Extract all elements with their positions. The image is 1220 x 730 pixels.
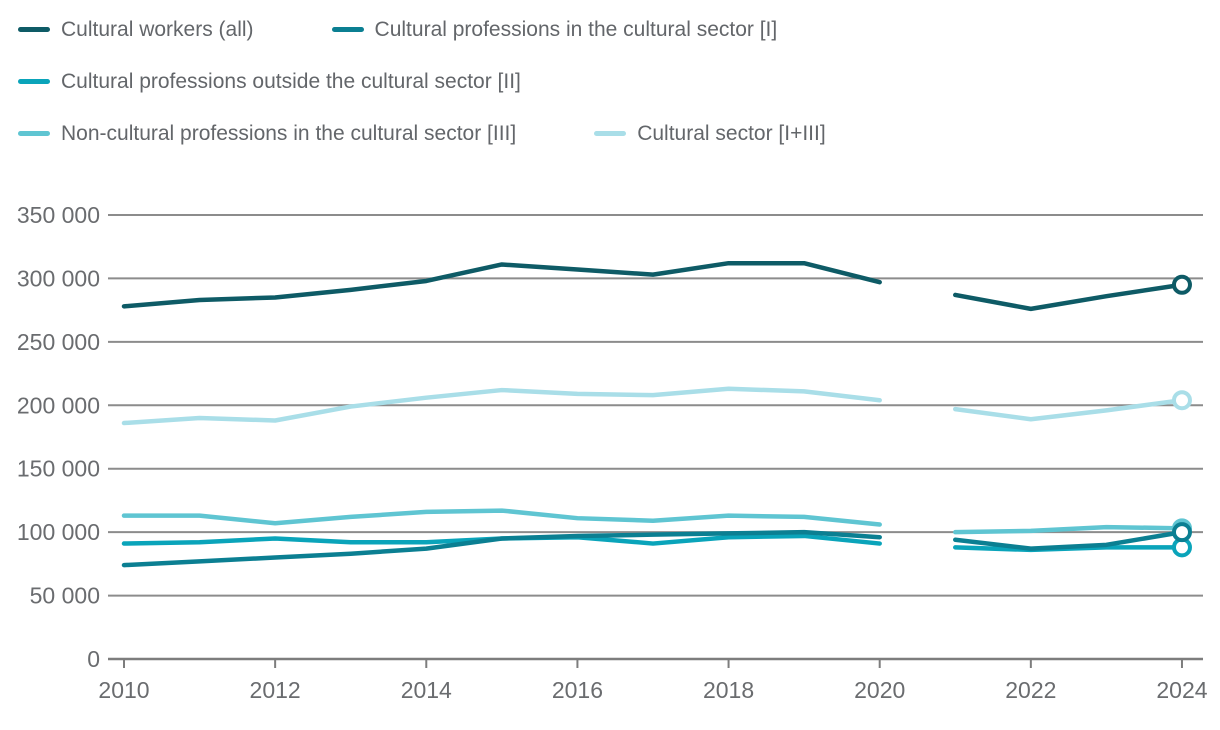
series-end-marker: [1171, 522, 1192, 543]
x-tick-label: 2018: [703, 677, 754, 703]
series-line: [953, 524, 1185, 535]
legend-label: Cultural professions outside the cultura…: [61, 70, 521, 93]
x-tick-label: 2020: [854, 677, 905, 703]
legend-swatch-icon: [18, 27, 50, 32]
legend-item[interactable]: Cultural sector [I+III]: [594, 120, 826, 147]
legend: Cultural workers (all) Cultural professio…: [18, 16, 826, 172]
x-tick-label: 2014: [401, 677, 452, 703]
x-tick-label: 2016: [552, 677, 603, 703]
y-tick-label: 250 000: [17, 329, 100, 355]
legend-item[interactable]: Cultural workers (all): [18, 16, 254, 43]
legend-label: Cultural workers (all): [61, 18, 254, 41]
series-line: [121, 260, 882, 309]
series-line: [953, 529, 1185, 551]
x-tick-label: 2022: [1005, 677, 1056, 703]
y-tick-label: 350 000: [17, 202, 100, 228]
y-tick-label: 300 000: [17, 265, 100, 291]
series-line: [953, 282, 1185, 312]
y-tick-label: 0: [87, 646, 100, 672]
legend-item[interactable]: Cultural professions outside the cultura…: [18, 68, 521, 95]
legend-item[interactable]: Cultural professions in the cultural sec…: [331, 16, 778, 43]
legend-row: Cultural workers (all) Cultural professio…: [18, 16, 826, 43]
legend-swatch-icon: [594, 131, 627, 136]
series-line: [121, 386, 882, 426]
series-line: [121, 529, 882, 568]
legend-label: Non-cultural professions in the cultural…: [61, 122, 517, 145]
legend-row: Non-cultural professions in the cultural…: [18, 120, 826, 147]
legend-item[interactable]: Non-cultural professions in the cultural…: [18, 120, 516, 147]
series-line: [121, 508, 882, 527]
legend-swatch-icon: [331, 27, 364, 32]
x-tick-label: 2012: [250, 677, 301, 703]
y-tick-label: 50 000: [30, 583, 100, 609]
x-tick-label: 2010: [98, 677, 149, 703]
y-tick-label: 200 000: [17, 392, 100, 418]
legend-row: Cultural professions outside the cultura…: [18, 68, 826, 95]
y-tick-label: 150 000: [17, 456, 100, 482]
legend-swatch-icon: [18, 131, 50, 136]
legend-label: Cultural sector [I+III]: [637, 122, 826, 145]
series-end-marker: [1171, 390, 1192, 411]
series-line: [953, 397, 1185, 422]
legend-label: Cultural professions in the cultural sec…: [374, 18, 778, 41]
series-end-marker: [1171, 274, 1192, 295]
x-tick-label: 2024: [1156, 677, 1207, 703]
y-tick-label: 100 000: [17, 519, 100, 545]
legend-swatch-icon: [18, 79, 50, 84]
